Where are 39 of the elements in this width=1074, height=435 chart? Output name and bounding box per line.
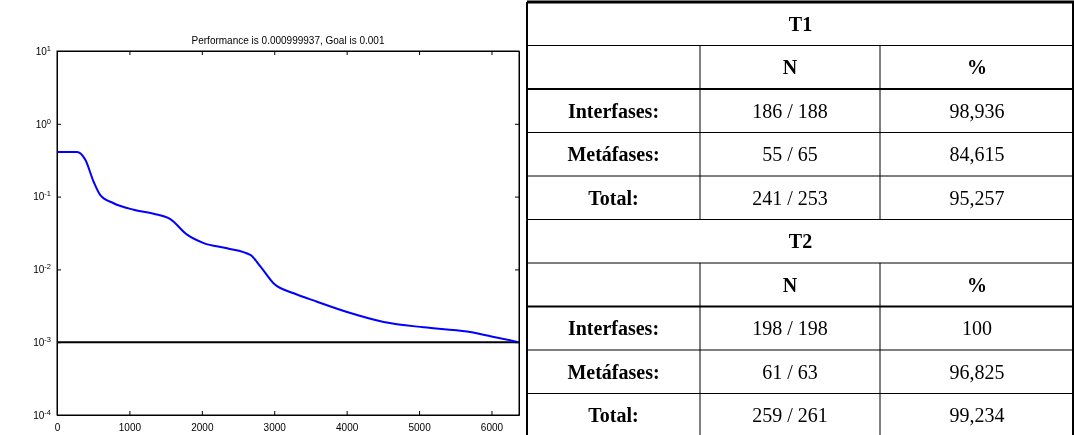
- x-tick-label: 0: [54, 422, 61, 433]
- text: 100: [962, 317, 992, 340]
- text: 259 / 261: [752, 404, 828, 427]
- text: 95,257: [949, 186, 1005, 209]
- y-tick-label: 10$^{-4}$: [33, 407, 51, 421]
- text: 55 / 65: [762, 143, 818, 166]
- text: 99,234: [949, 404, 1005, 427]
- y-tick-label: 10$^{-2}$: [33, 261, 51, 276]
- category-label: N: [782, 273, 798, 296]
- category-label: Interfases:: [567, 99, 660, 122]
- category-label: Interfases:: [567, 317, 660, 340]
- text: 61 / 63: [762, 360, 818, 383]
- y-tick-label: 10$^{-1}$: [33, 188, 51, 203]
- x-tick-label: 6000: [480, 422, 504, 433]
- text: 96,825: [949, 360, 1005, 383]
- text: 84,615: [949, 143, 1005, 166]
- category-label: Metáfases:: [567, 360, 660, 383]
- y-tick-label: 10$^{1}$: [35, 43, 51, 57]
- line-series: [56, 150, 520, 344]
- text: 98,936: [949, 99, 1005, 122]
- text: 186 / 188: [752, 99, 828, 122]
- x-tick-label: 3000: [263, 422, 287, 433]
- chart-title: Performance is 0.000999937, Goal is 0.001: [191, 35, 385, 46]
- x-tick-label: 2000: [191, 422, 214, 433]
- category-label: N: [782, 56, 798, 79]
- y-tick-label: 10$^{0}$: [35, 116, 51, 130]
- text: 198 / 198: [752, 317, 828, 340]
- x-tick-label: 1000: [118, 422, 142, 433]
- text: 241 / 253: [752, 186, 828, 209]
- x-tick-label: 5000: [408, 422, 432, 433]
- text: T1: [788, 12, 813, 35]
- category-label: Total:: [588, 404, 639, 427]
- y-tick-label: 10$^{-3}$: [33, 334, 51, 348]
- x-tick-label: 4000: [336, 422, 359, 433]
- category-label: %: [967, 273, 987, 296]
- category-label: Metáfases:: [567, 143, 660, 166]
- category-label: Total:: [588, 186, 639, 209]
- category-label: %: [967, 56, 987, 79]
- text: T2: [788, 230, 813, 253]
